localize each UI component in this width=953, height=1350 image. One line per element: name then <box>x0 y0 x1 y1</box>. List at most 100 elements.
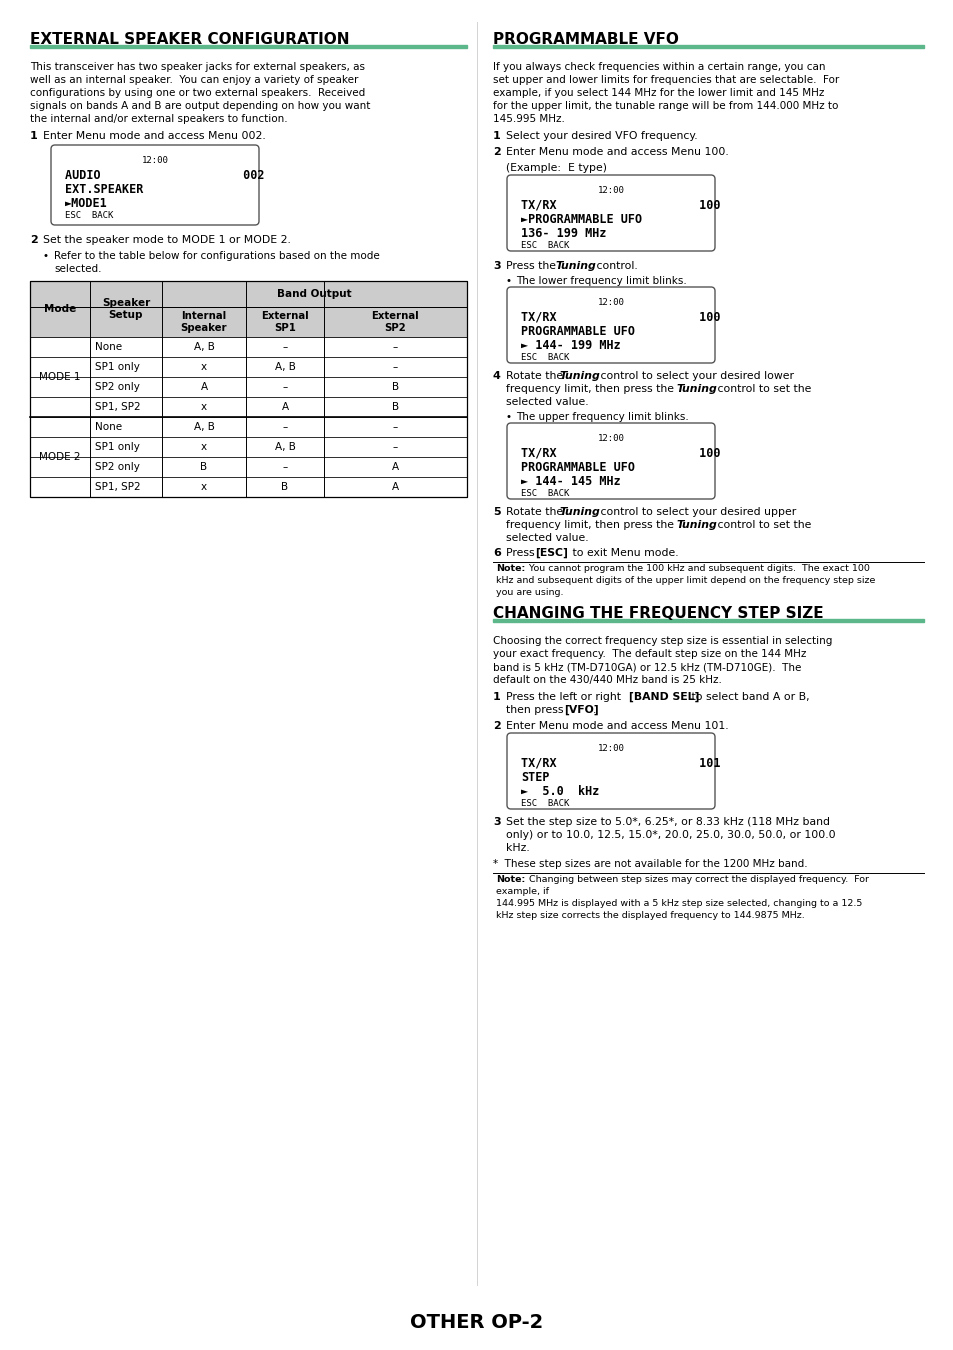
Text: x: x <box>201 402 207 412</box>
Text: 2: 2 <box>493 721 500 730</box>
Text: Speaker
Setup: Speaker Setup <box>102 298 150 320</box>
Text: only) or to 10.0, 12.5, 15.0*, 20.0, 25.0, 30.0, 50.0, or 100.0: only) or to 10.0, 12.5, 15.0*, 20.0, 25.… <box>505 830 835 840</box>
Text: x: x <box>201 441 207 452</box>
Text: A: A <box>392 462 398 472</box>
Text: 2: 2 <box>493 147 500 157</box>
Text: The upper frequency limit blinks.: The upper frequency limit blinks. <box>516 412 688 423</box>
Text: well as an internal speaker.  You can enjoy a variety of speaker: well as an internal speaker. You can enj… <box>30 76 358 85</box>
Text: SP2 only: SP2 only <box>95 462 140 472</box>
Text: Mode: Mode <box>44 304 76 315</box>
Text: 144.995 MHz is displayed with a 5 kHz step size selected, changing to a 12.5: 144.995 MHz is displayed with a 5 kHz st… <box>496 899 862 909</box>
Text: Enter Menu mode and access Menu 002.: Enter Menu mode and access Menu 002. <box>43 131 266 140</box>
Text: x: x <box>201 362 207 373</box>
Bar <box>30 281 467 306</box>
Text: AUDIO                    002: AUDIO 002 <box>65 169 264 182</box>
Text: Tuning: Tuning <box>555 261 595 271</box>
Bar <box>30 281 467 497</box>
Text: band is 5 kHz (TM-D710GA) or 12.5 kHz (TM-D710GE).  The: band is 5 kHz (TM-D710GA) or 12.5 kHz (T… <box>493 662 801 672</box>
Text: set upper and lower limits for frequencies that are selectable.  For: set upper and lower limits for frequenci… <box>493 76 839 85</box>
Text: 12:00: 12:00 <box>597 744 624 753</box>
Bar <box>30 377 467 397</box>
Text: PROGRAMMABLE UFO: PROGRAMMABLE UFO <box>520 325 635 338</box>
Text: control.: control. <box>593 261 638 271</box>
Text: Enter Menu mode and access Menu 100.: Enter Menu mode and access Menu 100. <box>505 147 728 157</box>
Text: If you always check frequencies within a certain range, you can: If you always check frequencies within a… <box>493 62 824 72</box>
Text: SP1, SP2: SP1, SP2 <box>95 482 140 491</box>
Bar <box>30 458 467 477</box>
Text: –: – <box>393 362 397 373</box>
Text: Enter Menu mode and access Menu 101.: Enter Menu mode and access Menu 101. <box>505 721 728 730</box>
Text: STEP: STEP <box>520 771 549 784</box>
Text: signals on bands A and B are output depending on how you want: signals on bands A and B are output depe… <box>30 101 370 111</box>
Text: [VFO]: [VFO] <box>563 705 598 716</box>
Text: PROGRAMMABLE UFO: PROGRAMMABLE UFO <box>520 460 635 474</box>
Text: control to select your desired lower: control to select your desired lower <box>597 371 793 381</box>
Text: B: B <box>392 382 398 391</box>
Bar <box>30 417 467 437</box>
Text: example, if: example, if <box>496 887 548 896</box>
Text: for the upper limit, the tunable range will be from 144.000 MHz to: for the upper limit, the tunable range w… <box>493 101 838 111</box>
Text: External
SP1: External SP1 <box>261 312 309 333</box>
Text: ESC  BACK: ESC BACK <box>520 352 569 362</box>
Text: MODE 2: MODE 2 <box>39 452 81 462</box>
Text: Set the step size to 5.0*, 6.25*, or 8.33 kHz (118 MHz band: Set the step size to 5.0*, 6.25*, or 8.3… <box>505 817 829 828</box>
Text: Tuning: Tuning <box>676 520 716 531</box>
Text: 1: 1 <box>493 131 500 140</box>
Text: ESC  BACK: ESC BACK <box>520 489 569 498</box>
Text: Press the: Press the <box>505 261 558 271</box>
Text: –: – <box>393 441 397 452</box>
FancyBboxPatch shape <box>51 144 258 225</box>
FancyBboxPatch shape <box>506 288 714 363</box>
Text: SP1, SP2: SP1, SP2 <box>95 402 140 412</box>
Text: Choosing the correct frequency step size is essential in selecting: Choosing the correct frequency step size… <box>493 636 832 647</box>
Text: This transceiver has two speaker jacks for external speakers, as: This transceiver has two speaker jacks f… <box>30 62 365 72</box>
Text: •: • <box>505 412 512 423</box>
Text: Set the speaker mode to MODE 1 or MODE 2.: Set the speaker mode to MODE 1 or MODE 2… <box>43 235 291 244</box>
Text: to exit Menu mode.: to exit Menu mode. <box>568 548 678 558</box>
Text: Press the left or right: Press the left or right <box>505 693 624 702</box>
Text: ►PROGRAMMABLE UFO: ►PROGRAMMABLE UFO <box>520 213 641 225</box>
Text: Select your desired VFO frequency.: Select your desired VFO frequency. <box>505 131 697 140</box>
Text: .: . <box>593 705 596 716</box>
Text: 6: 6 <box>493 548 500 558</box>
Text: selected.: selected. <box>54 265 101 274</box>
Text: (Example:  E type): (Example: E type) <box>505 163 606 173</box>
Text: kHz and subsequent digits of the upper limit depend on the frequency step size: kHz and subsequent digits of the upper l… <box>496 576 875 585</box>
Text: 3: 3 <box>493 261 500 271</box>
Text: You cannot program the 100 kHz and subsequent digits.  The exact 100: You cannot program the 100 kHz and subse… <box>522 564 869 572</box>
Text: EXTERNAL SPEAKER CONFIGURATION: EXTERNAL SPEAKER CONFIGURATION <box>30 32 349 47</box>
Text: control to set the: control to set the <box>713 520 810 531</box>
Text: Note:: Note: <box>496 564 525 572</box>
Text: Tuning: Tuning <box>558 508 599 517</box>
Text: ► 144- 145 MHz: ► 144- 145 MHz <box>520 475 620 487</box>
Bar <box>30 45 467 49</box>
Text: [BAND SEL]: [BAND SEL] <box>628 693 699 702</box>
Text: ► 144- 199 MHz: ► 144- 199 MHz <box>520 339 620 352</box>
Text: 136- 199 MHz: 136- 199 MHz <box>520 227 606 240</box>
Text: Tuning: Tuning <box>676 383 716 394</box>
Text: control to set the: control to set the <box>713 383 810 394</box>
Text: •: • <box>43 251 49 261</box>
FancyBboxPatch shape <box>506 176 714 251</box>
Text: None: None <box>95 342 122 352</box>
Text: 1: 1 <box>30 131 38 140</box>
Text: Press: Press <box>505 548 537 558</box>
Text: 12:00: 12:00 <box>597 298 624 306</box>
Bar <box>30 338 467 356</box>
Text: ESC  BACK: ESC BACK <box>520 242 569 250</box>
Text: External
SP2: External SP2 <box>372 312 419 333</box>
Bar <box>30 437 467 458</box>
Text: ►MODE1: ►MODE1 <box>65 197 108 211</box>
Text: Tuning: Tuning <box>558 371 599 381</box>
Text: default on the 430/440 MHz band is 25 kHz.: default on the 430/440 MHz band is 25 kH… <box>493 675 721 684</box>
Text: 12:00: 12:00 <box>597 433 624 443</box>
Text: A: A <box>392 482 398 491</box>
Text: 2: 2 <box>30 235 38 244</box>
Text: A, B: A, B <box>193 423 214 432</box>
Text: kHz step size corrects the displayed frequency to 144.9875 MHz.: kHz step size corrects the displayed fre… <box>496 911 804 919</box>
Text: example, if you select 144 MHz for the lower limit and 145 MHz: example, if you select 144 MHz for the l… <box>493 88 823 99</box>
Text: 12:00: 12:00 <box>141 157 169 165</box>
Text: frequency limit, then press the: frequency limit, then press the <box>505 383 677 394</box>
FancyBboxPatch shape <box>506 733 714 809</box>
Bar <box>30 397 467 417</box>
